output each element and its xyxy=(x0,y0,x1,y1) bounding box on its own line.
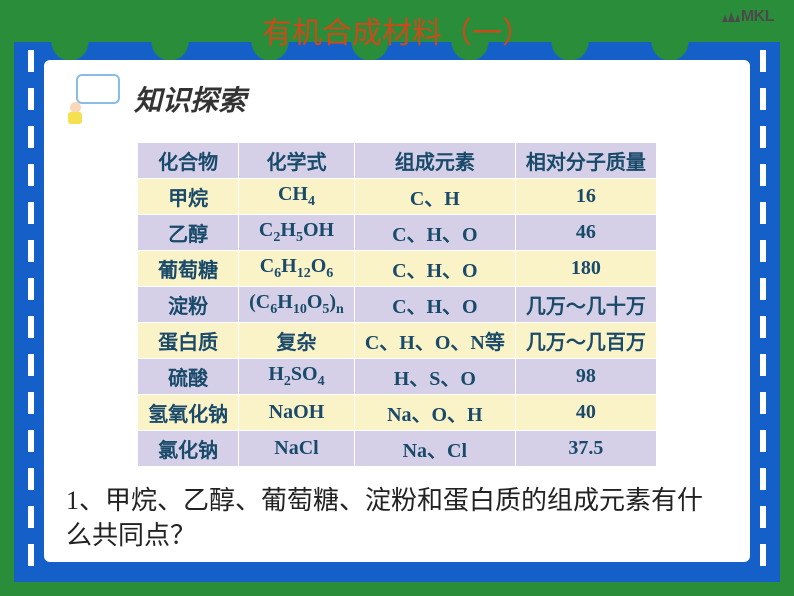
stitch-right xyxy=(760,50,766,574)
col-compound: 化合物 xyxy=(138,143,239,179)
formula-cell: C6H12O6 xyxy=(239,251,355,287)
table-row: 氯化钠 NaCl Na、Cl 37.5 xyxy=(138,431,657,467)
brand-logo: MKL xyxy=(721,8,774,26)
table-row: 淀粉 (C6H10O5)n C、H、O 几万～几十万 xyxy=(138,287,657,323)
content-card: 知识探索 化合物 化学式 组成元素 相对分子质量 甲烷 CH4 C、H 16 乙… xyxy=(44,60,750,562)
table-row: 氢氧化钠 NaOH Na、O、H 40 xyxy=(138,395,657,431)
question-text: 1、甲烷、乙醇、葡萄糖、淀粉和蛋白质的组成元素有什么共同点？ xyxy=(64,483,730,553)
table-row: 硫酸 H2SO4 H、S、O 98 xyxy=(138,359,657,395)
col-mass: 相对分子质量 xyxy=(515,143,656,179)
table-header-row: 化合物 化学式 组成元素 相对分子质量 xyxy=(138,143,657,179)
formula-cell: H2SO4 xyxy=(239,359,355,395)
section-title: 知识探索 xyxy=(134,79,246,119)
table-row: 蛋白质 复杂 C、H、O、N等 几万～几百万 xyxy=(138,323,657,359)
table-row: 甲烷 CH4 C、H 16 xyxy=(138,179,657,215)
formula-cell: C2H5OH xyxy=(239,215,355,251)
formula-cell: CH4 xyxy=(239,179,355,215)
table-row: 葡萄糖 C6H12O6 C、H、O 180 xyxy=(138,251,657,287)
section-header: 知识探索 xyxy=(64,74,730,124)
compound-table: 化合物 化学式 组成元素 相对分子质量 甲烷 CH4 C、H 16 乙醇 C2H… xyxy=(137,142,657,467)
child-icon xyxy=(64,74,124,124)
stitch-left xyxy=(28,50,34,574)
table-row: 乙醇 C2H5OH C、H、O 46 xyxy=(138,215,657,251)
page-title: 有机合成材料（一） xyxy=(0,8,794,52)
col-elements: 组成元素 xyxy=(354,143,515,179)
col-formula: 化学式 xyxy=(239,143,355,179)
formula-cell: (C6H10O5)n xyxy=(239,287,355,323)
